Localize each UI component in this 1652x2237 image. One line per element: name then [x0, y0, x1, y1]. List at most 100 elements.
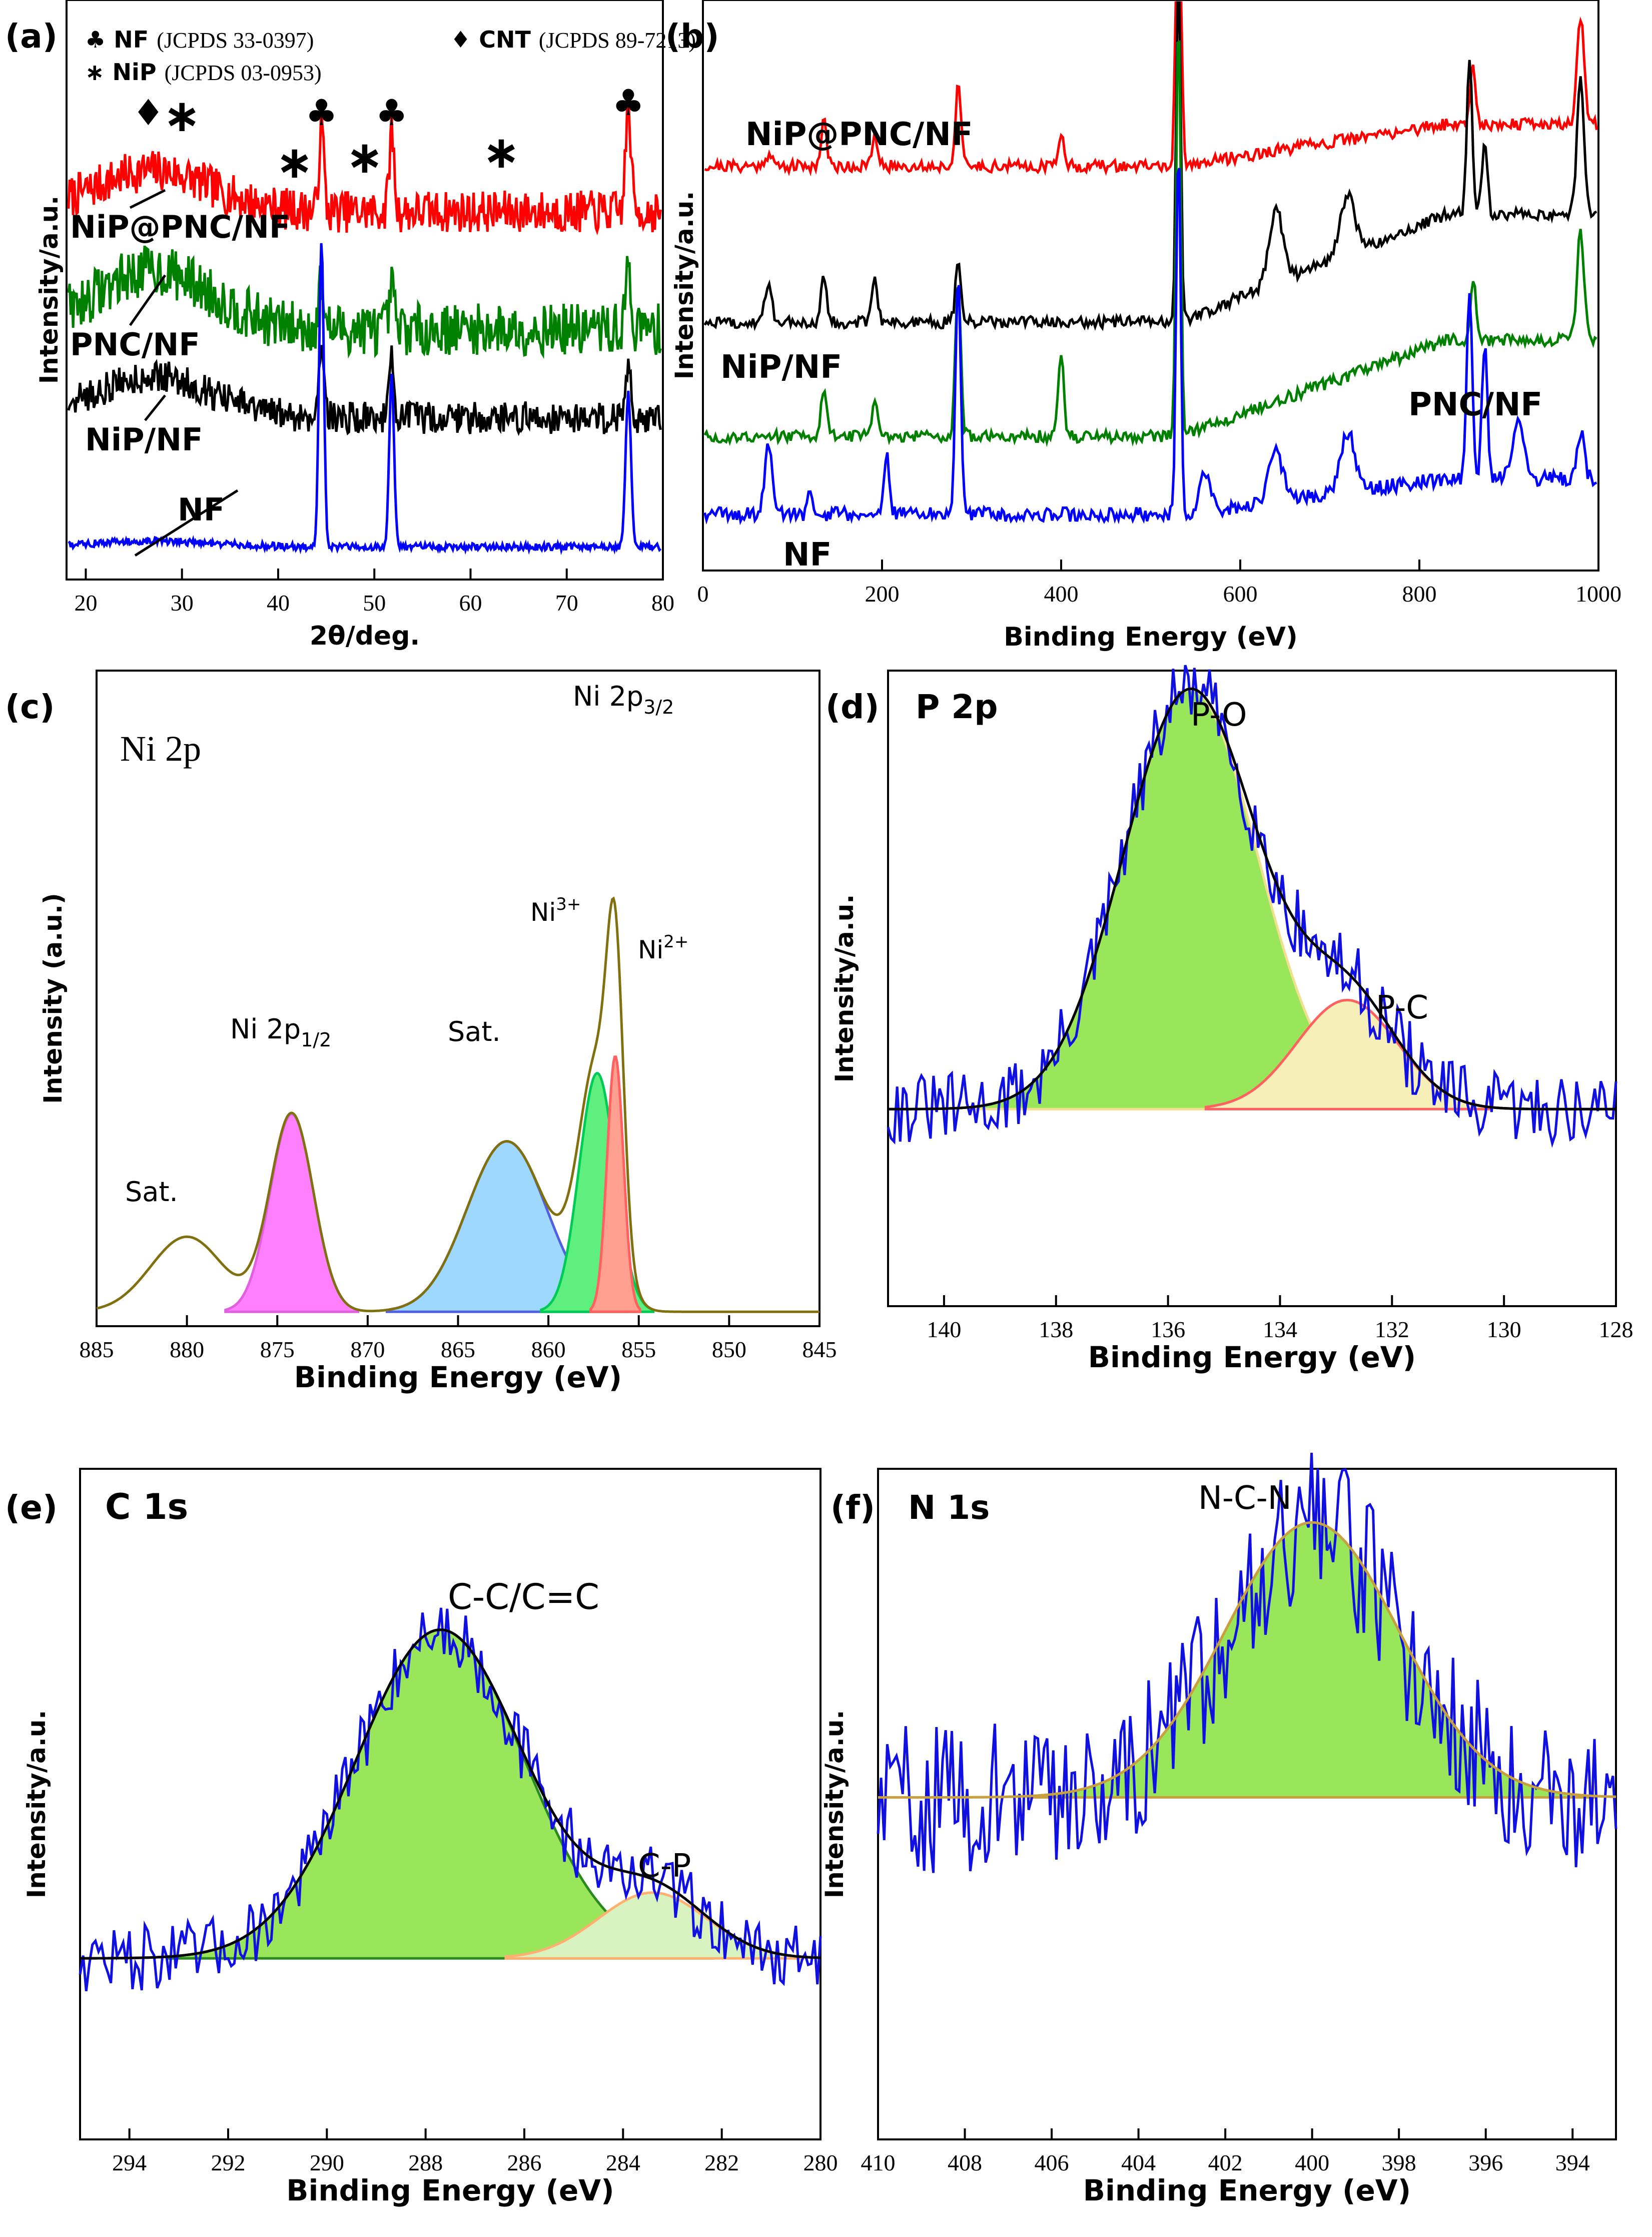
panel-f-xtick-label: 402 — [1208, 2150, 1243, 2175]
panel-c-xtick-label: 870 — [350, 1337, 385, 1362]
panel-e-xtick-label: 292 — [211, 2150, 246, 2175]
survey-series-NiP/NF — [703, 1, 1597, 331]
panel-f-frame — [877, 1468, 1617, 2140]
panel-f-xtick-label: 408 — [948, 2150, 982, 2175]
xrd-legend-item: ∗ NiP (JCPDS 03-0953) — [85, 59, 322, 86]
panel-d-frame — [887, 670, 1617, 1307]
xrd-marker: ∗ — [482, 126, 520, 179]
panel-a-xtick-label: 20 — [74, 590, 97, 616]
panel-a-xlabel: 2θ/deg. — [310, 621, 420, 651]
panel-d-xtick-label: 130 — [1487, 1317, 1521, 1342]
panel-f-xtick-label: 394 — [1555, 2150, 1590, 2175]
panel-c-xtick-label: 850 — [712, 1337, 746, 1362]
label-sat2: Sat. — [448, 1016, 501, 1047]
panel-b-frame — [702, 0, 1599, 572]
xrd-marker: ♣ — [612, 82, 645, 124]
panel-c-ylabel: Intensity (a.u.) — [39, 893, 68, 1103]
panel-d-axes: 140 138 136 134 132 130 128 — [887, 670, 1633, 1342]
panel-e-xtick-label: 294 — [112, 2150, 147, 2175]
panel-b-xtick-label: 400 — [1044, 581, 1079, 607]
panel-d-tag: (d) — [825, 688, 880, 726]
label-cp: C-P — [638, 1848, 691, 1885]
xrd-series-label: NiP/NF — [85, 421, 203, 458]
panel-a-xtick-label: 50 — [363, 590, 386, 616]
panel-f-xtick-label: 396 — [1468, 2150, 1503, 2175]
label-po: P-O — [1191, 697, 1247, 734]
panel-e-xtick-label: 288 — [408, 2150, 443, 2175]
panel-b-xtick-label: 600 — [1223, 581, 1258, 607]
xrd-series-label: NiP@PNC/NF — [70, 209, 290, 245]
survey-label: NF — [783, 536, 832, 574]
xrd-series-NiP/NF — [67, 345, 662, 436]
xrd-marker: ♣ — [376, 92, 408, 134]
panel-a-xtick-label: 40 — [267, 590, 290, 616]
panel-c-xtick-label: 855 — [621, 1337, 656, 1362]
panel-a-xtick-label: 80 — [651, 590, 674, 616]
panel-b-axes: 0 200 400 600 800 1000 — [697, 0, 1621, 607]
xrd-series-label: NF — [178, 491, 225, 528]
xrd-series-PNC/NF — [67, 245, 662, 359]
panel-e-ylabel: Intensity/a.u. — [22, 1710, 51, 1899]
panel-c-frame — [96, 670, 820, 1327]
survey-label: PNC/NF — [1408, 386, 1542, 423]
panel-f-tag: (f) — [831, 1488, 875, 1527]
panel-e-fit — [80, 1628, 821, 1960]
xrd-arrow — [144, 394, 166, 421]
xrd-arrow — [129, 274, 167, 326]
panel-d-xtick-label: 138 — [1039, 1317, 1073, 1342]
xrd-series-NiP@PNC/NF — [67, 92, 662, 236]
panel-f-xlabel: Binding Energy (eV) — [1083, 2173, 1411, 2207]
panel-c-xtick-label: 865 — [441, 1337, 475, 1362]
panel-b-xtick-label: 1000 — [1575, 581, 1621, 607]
survey-label: NiP@PNC/NF — [745, 116, 973, 153]
survey-series-NiP@PNC/NF — [704, 1, 1598, 177]
label-cc: C-C/C=C — [448, 1576, 599, 1617]
panel-e-tag: (e) — [5, 1488, 58, 1527]
panel-f-xtick-label: 410 — [861, 2150, 896, 2175]
panel-c-xtick-label: 885 — [80, 1337, 114, 1362]
panel-f-xtick-label: 400 — [1295, 2150, 1329, 2175]
panel-c-xtick-label: 860 — [531, 1337, 566, 1362]
panel-d-xlabel: Binding Energy (eV) — [1088, 1340, 1416, 1374]
panel-a-xtick-label: 60 — [459, 590, 482, 616]
panel-c-title: Ni 2p — [120, 729, 201, 769]
survey-series-NF — [703, 168, 1597, 525]
panel-d-xtick-label: 140 — [927, 1317, 961, 1342]
label-ni2: Ni2+ — [638, 932, 688, 964]
xrd-legend-item: ♦ CNT (JCPDS 89-7213) — [450, 26, 696, 53]
panel-d-xtick-label: 134 — [1263, 1317, 1297, 1342]
panel-d-ylabel: Intensity/a.u. — [830, 894, 859, 1083]
panel-c-envelope — [96, 896, 819, 1313]
xrd-series-label: PNC/NF — [70, 326, 200, 363]
panel-f-xtick-label: 404 — [1121, 2150, 1156, 2175]
panel-f-title: N 1s — [908, 1488, 990, 1527]
xrd-marker: ∗ — [163, 90, 201, 142]
xrd-marker: ♣ — [305, 92, 338, 134]
panel-a-frame — [66, 0, 664, 581]
panel-e-xtick-label: 290 — [310, 2150, 344, 2175]
panel-a-ylabel: Intensity/a.u. — [35, 196, 64, 384]
panel-a-xtick-label: 70 — [555, 590, 578, 616]
panel-e-raw-data — [79, 1607, 822, 1991]
label-pc: P-C — [1376, 989, 1428, 1026]
panel-f-ylabel: Intensity/a.u. — [820, 1710, 849, 1899]
panel-b-ylabel: Intensity/a.u. — [670, 191, 699, 380]
panel-e-xtick-label: 282 — [704, 2150, 739, 2175]
panel-b-xlabel: Binding Energy (eV) — [1004, 622, 1298, 652]
panel-d-fit — [888, 687, 1616, 1110]
label-ni3: Ni3+ — [530, 894, 581, 927]
xrd-arrow — [134, 489, 239, 557]
panel-a-tag: (a) — [5, 17, 58, 56]
panel-b-tag: (b) — [665, 17, 719, 56]
label-ni2p12: Ni 2p1/2 — [230, 1013, 331, 1051]
xrd-marker: ∗ — [346, 131, 383, 184]
panel-b-xtick-label: 800 — [1402, 581, 1437, 607]
panel-d-xtick-label: 128 — [1599, 1317, 1633, 1342]
panel-c-xtick-label: 845 — [802, 1337, 837, 1362]
panel-e-frame — [79, 1468, 821, 2140]
xrd-marker: ∗ — [276, 136, 313, 189]
label-sat1: Sat. — [125, 1176, 178, 1208]
label-ni2p32: Ni 2p3/2 — [573, 681, 674, 718]
xrd-legend-item: ♣ NF (JCPDS 33-0397) — [85, 26, 314, 53]
